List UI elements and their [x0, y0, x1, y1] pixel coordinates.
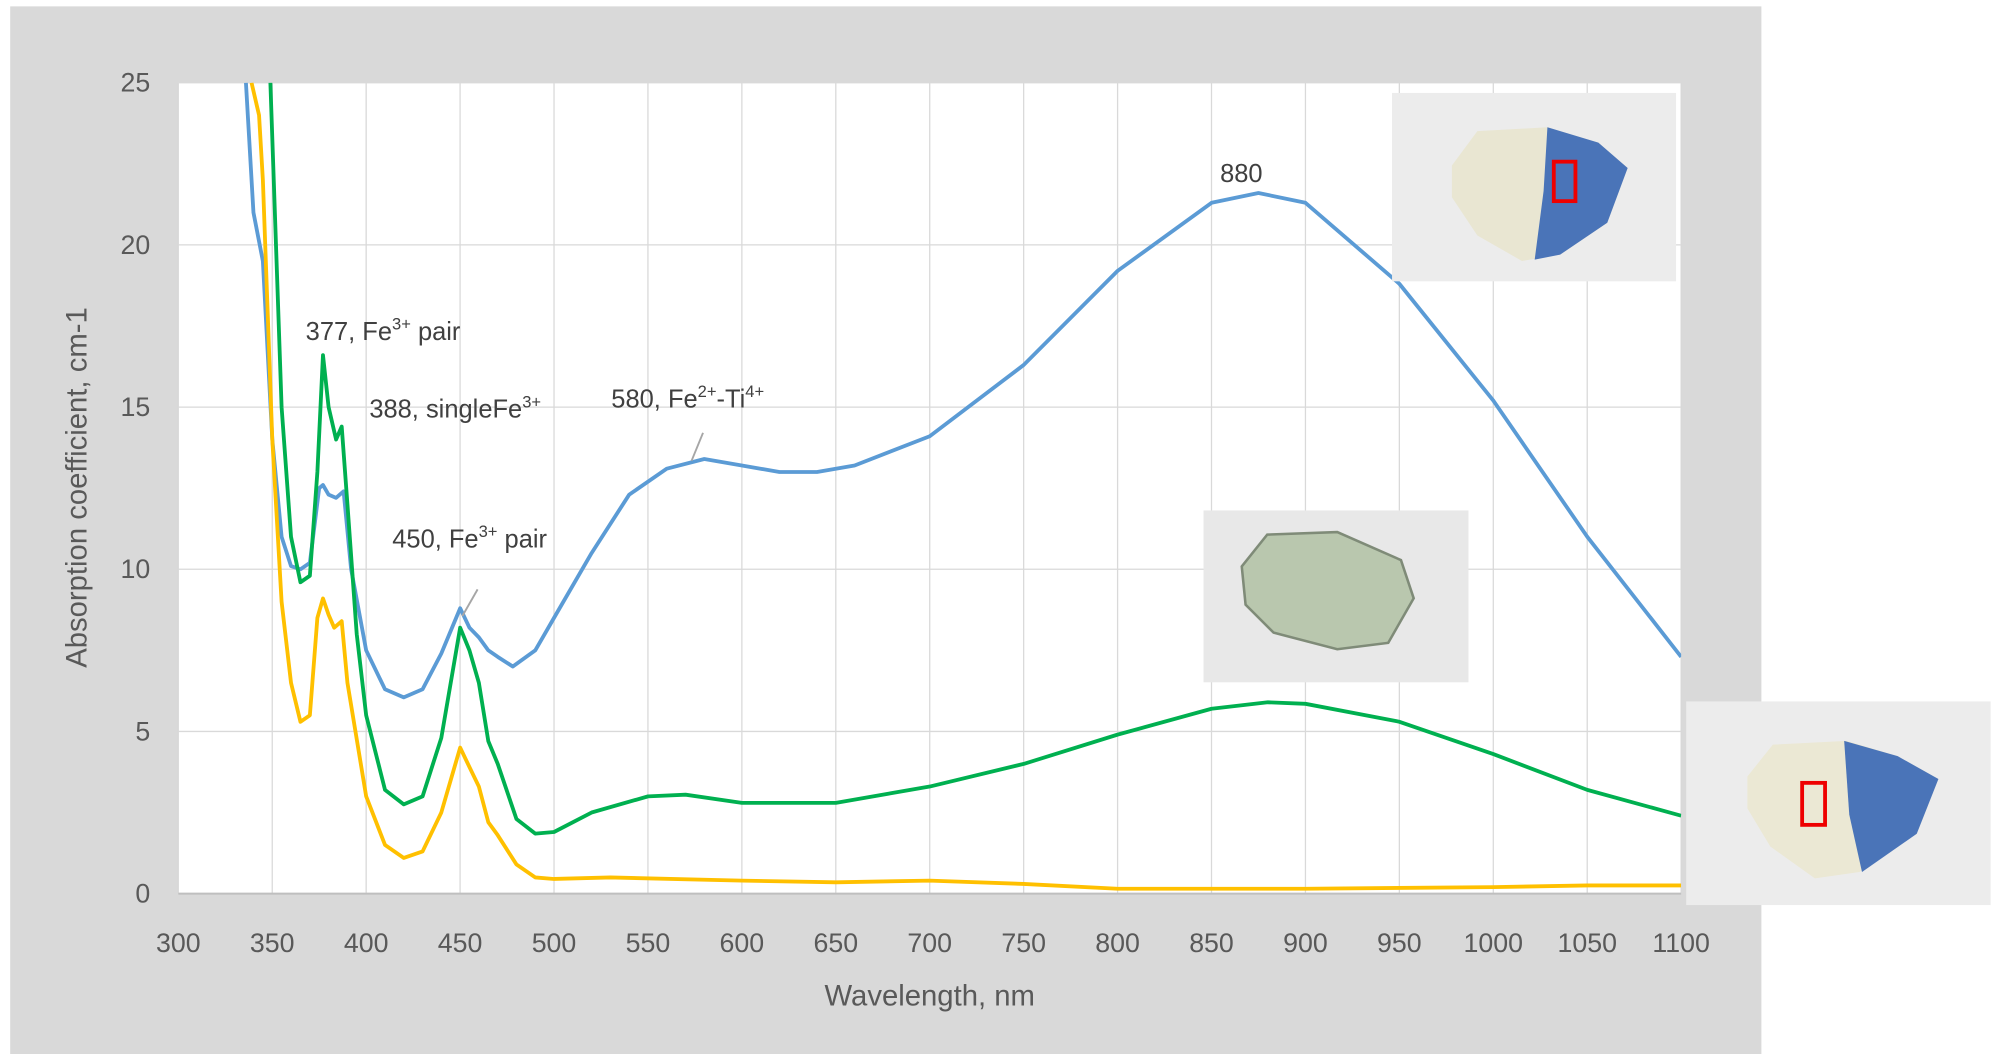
annotation-text: 450, Fe — [392, 525, 478, 553]
x-tick-label: 500 — [532, 928, 577, 958]
y-tick-label: 10 — [121, 554, 151, 584]
y-axis-label: Absorption coefficient, cm-1 — [61, 307, 94, 667]
x-tick-label: 850 — [1189, 928, 1234, 958]
x-tick-label: 300 — [156, 928, 201, 958]
labels: 0 5 10 15 20 25 300 350 400 450 500 550 600 650 700 750… — [121, 68, 1710, 959]
annotation-superscript: 2+ — [698, 382, 717, 401]
annotation-text: pair — [411, 318, 461, 346]
annotation-superscript: 3+ — [522, 392, 541, 411]
annotation-text: 580, Fe — [611, 385, 697, 413]
x-tick-label: 450 — [438, 928, 483, 958]
annotation-text: pair — [497, 525, 547, 553]
annotation-text: 377, Fe — [306, 318, 392, 346]
x-tick-label: 950 — [1377, 928, 1422, 958]
y-tick-label: 5 — [135, 716, 150, 746]
annotation-superscript: 4+ — [745, 382, 764, 401]
sample-photo — [1392, 92, 1677, 282]
sample-photo — [1686, 701, 1991, 906]
x-tick-label: 550 — [626, 928, 671, 958]
annotation: 580, Fe2+-Ti4+ — [611, 382, 764, 413]
x-tick-label: 400 — [344, 928, 389, 958]
sample-photo — [1203, 510, 1469, 683]
x-tick-label: 900 — [1283, 928, 1328, 958]
x-tick-label: 1050 — [1557, 928, 1616, 958]
annotation-text: -Ti — [717, 385, 746, 413]
series-line — [249, 82, 1682, 891]
annotation: 880 — [1220, 160, 1262, 188]
y-tick-label: 20 — [121, 230, 151, 260]
series-line — [268, 82, 1682, 836]
x-tick-label: 750 — [1001, 928, 1046, 958]
grid — [177, 82, 1682, 895]
x-tick-label: 650 — [813, 928, 858, 958]
annotation-superscript: 3+ — [479, 522, 498, 541]
x-tick-label: 1000 — [1464, 928, 1523, 958]
x-tick-label: 700 — [907, 928, 952, 958]
annotation-text: 388, singleFe — [369, 396, 522, 424]
annotation: 388, singleFe3+ — [369, 392, 541, 423]
y-tick-label: 25 — [121, 68, 151, 98]
annotation: 450, Fe3+ pair — [392, 522, 547, 553]
y-tick-label: 15 — [121, 392, 151, 422]
annotation: 377, Fe3+ pair — [306, 315, 461, 346]
x-tick-label: 1100 — [1652, 928, 1709, 958]
annotation-text: 880 — [1220, 160, 1262, 188]
x-tick-label: 800 — [1095, 928, 1140, 958]
leader-line — [461, 588, 479, 617]
lines — [244, 82, 1682, 891]
x-tick-label: 600 — [720, 928, 765, 958]
x-axis-label: Wavelength, nm — [825, 980, 1035, 1013]
y-tick-label: 0 — [135, 879, 150, 909]
annotation-superscript: 3+ — [392, 315, 411, 334]
x-tick-label: 350 — [250, 928, 295, 958]
leader-line — [690, 432, 704, 462]
